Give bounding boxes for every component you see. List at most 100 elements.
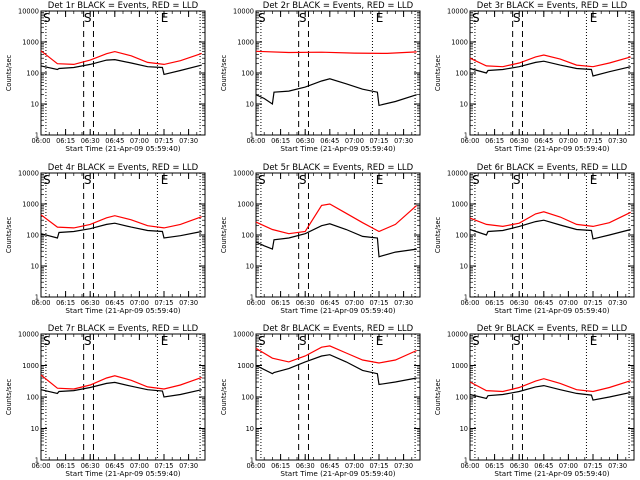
y-tick-label: 1 (464, 131, 468, 139)
x-tick-label: 06:15 (485, 137, 504, 145)
y-tick-label: 10 (246, 262, 254, 270)
y-axis-title: Counts/sec (434, 54, 442, 91)
y-tick-label: 100 (26, 69, 39, 77)
y-tick-label: 1 (35, 456, 39, 464)
x-tick-label: 07:30 (608, 137, 627, 145)
x-tick-label: 07:15 (583, 462, 602, 470)
y-tick-label: 1000 (451, 38, 468, 46)
x-tick-label: 07:30 (394, 299, 413, 307)
y-tick-label: 10 (31, 425, 39, 433)
end-marker-label: E (376, 334, 384, 348)
x-tick-label: 07:15 (583, 299, 602, 307)
lld-series-line (469, 378, 631, 393)
lld-series-line (40, 50, 202, 66)
start-marker-label: S (299, 11, 307, 25)
x-tick-label: 07:15 (154, 137, 173, 145)
x-tick-label: 06:45 (105, 137, 124, 145)
y-tick-label: 1 (35, 293, 39, 301)
x-tick-label: 07:00 (559, 137, 578, 145)
plot-frame (469, 10, 635, 136)
start-marker-label: S (258, 173, 266, 187)
x-tick-label: 07:30 (179, 462, 198, 470)
events-series-line (469, 219, 631, 240)
x-tick-label: 06:00 (460, 462, 479, 470)
x-axis-title: Start Time (21-Apr-09 05:59:40) (65, 469, 180, 478)
y-tick-label: 1000 (22, 200, 39, 208)
x-tick-label: 06:00 (246, 137, 265, 145)
x-tick-label: 06:15 (271, 462, 290, 470)
x-tick-label: 06:45 (320, 299, 339, 307)
x-tick-label: 06:30 (510, 462, 529, 470)
y-tick-label: 1000 (22, 362, 39, 370)
y-tick-label: 100 (241, 69, 254, 77)
x-tick-label: 07:30 (179, 137, 198, 145)
lld-series-line (255, 203, 418, 235)
events-series-line (469, 60, 631, 77)
lld-series-line (40, 214, 202, 229)
panel-title: Det 6r BLACK = Events, RED = LLD (477, 163, 628, 173)
plot-frame (40, 10, 206, 136)
y-tick-label: 10 (460, 100, 468, 108)
detector-panel-7: Det 7r BLACK = Events, RED = LLD 1 10 100 10… (5, 324, 206, 478)
y-tick-label: 10000 (233, 7, 254, 15)
y-axis-title: Counts/sec (434, 378, 442, 415)
panel-title: Det 3r BLACK = Events, RED = LLD (477, 1, 628, 11)
y-tick-label: 1000 (237, 362, 254, 370)
x-tick-label: 07:00 (130, 137, 149, 145)
x-tick-label: 06:45 (320, 462, 339, 470)
events-series-line (40, 58, 202, 76)
x-tick-label: 07:00 (130, 299, 149, 307)
x-tick-label: 07:15 (583, 137, 602, 145)
y-tick-label: 1 (250, 131, 254, 139)
events-series-line (40, 381, 202, 398)
x-tick-label: 06:15 (485, 299, 504, 307)
panel-title: Det 8r BLACK = Events, RED = LLD (263, 324, 414, 334)
x-tick-label: 06:15 (485, 462, 504, 470)
plot-frame (255, 172, 421, 298)
detector-panel-5: Det 5r BLACK = Events, RED = LLD 1 10 100 10… (220, 163, 421, 315)
y-tick-label: 100 (241, 231, 254, 239)
start-marker-label: S (299, 334, 307, 348)
events-series-line (255, 223, 417, 258)
y-tick-label: 1000 (237, 200, 254, 208)
start-marker-label: S (472, 173, 480, 187)
x-tick-label: 07:00 (559, 462, 578, 470)
x-axis-title: Start Time (21-Apr-09 05:59:40) (65, 144, 180, 153)
events-series-line (255, 78, 417, 107)
y-axis-title: Counts/sec (5, 54, 13, 91)
y-tick-label: 10000 (18, 330, 39, 338)
end-marker-label: E (161, 334, 169, 348)
detector-panel-8: Det 8r BLACK = Events, RED = LLD 1 10 100 10… (220, 324, 421, 478)
x-axis-title: Start Time (21-Apr-09 05:59:40) (494, 144, 609, 153)
x-tick-label: 06:00 (31, 137, 50, 145)
lld-series-line (255, 345, 417, 364)
y-axis-title: Counts/sec (5, 378, 13, 415)
panel-title: Det 4r BLACK = Events, RED = LLD (48, 163, 199, 173)
x-tick-label: 07:15 (369, 299, 388, 307)
end-marker-label: E (590, 334, 598, 348)
x-tick-label: 06:00 (246, 299, 265, 307)
x-tick-label: 07:15 (154, 462, 173, 470)
y-axis-title: Counts/sec (5, 216, 13, 253)
events-series-line (469, 384, 631, 401)
start-marker-label: S (258, 334, 266, 348)
detector-panel-6: Det 6r BLACK = Events, RED = LLD 1 10 100 10… (434, 163, 635, 315)
y-tick-label: 10 (31, 262, 39, 270)
x-axis-title: Start Time (21-Apr-09 05:59:40) (494, 306, 609, 315)
x-tick-label: 07:30 (608, 462, 627, 470)
y-tick-label: 100 (455, 231, 468, 239)
x-tick-label: 06:45 (105, 299, 124, 307)
start-marker-label: S (43, 173, 51, 187)
x-tick-label: 06:30 (296, 299, 315, 307)
y-tick-label: 100 (26, 231, 39, 239)
y-tick-label: 10000 (447, 7, 468, 15)
y-tick-label: 10000 (233, 330, 254, 338)
panel-title: Det 2r BLACK = Events, RED = LLD (263, 1, 414, 11)
start-marker-label: S (84, 334, 92, 348)
x-tick-label: 07:30 (394, 137, 413, 145)
y-tick-label: 1 (250, 293, 254, 301)
start-marker-label: S (472, 11, 480, 25)
x-tick-label: 06:00 (460, 137, 479, 145)
x-tick-label: 06:45 (534, 137, 553, 145)
